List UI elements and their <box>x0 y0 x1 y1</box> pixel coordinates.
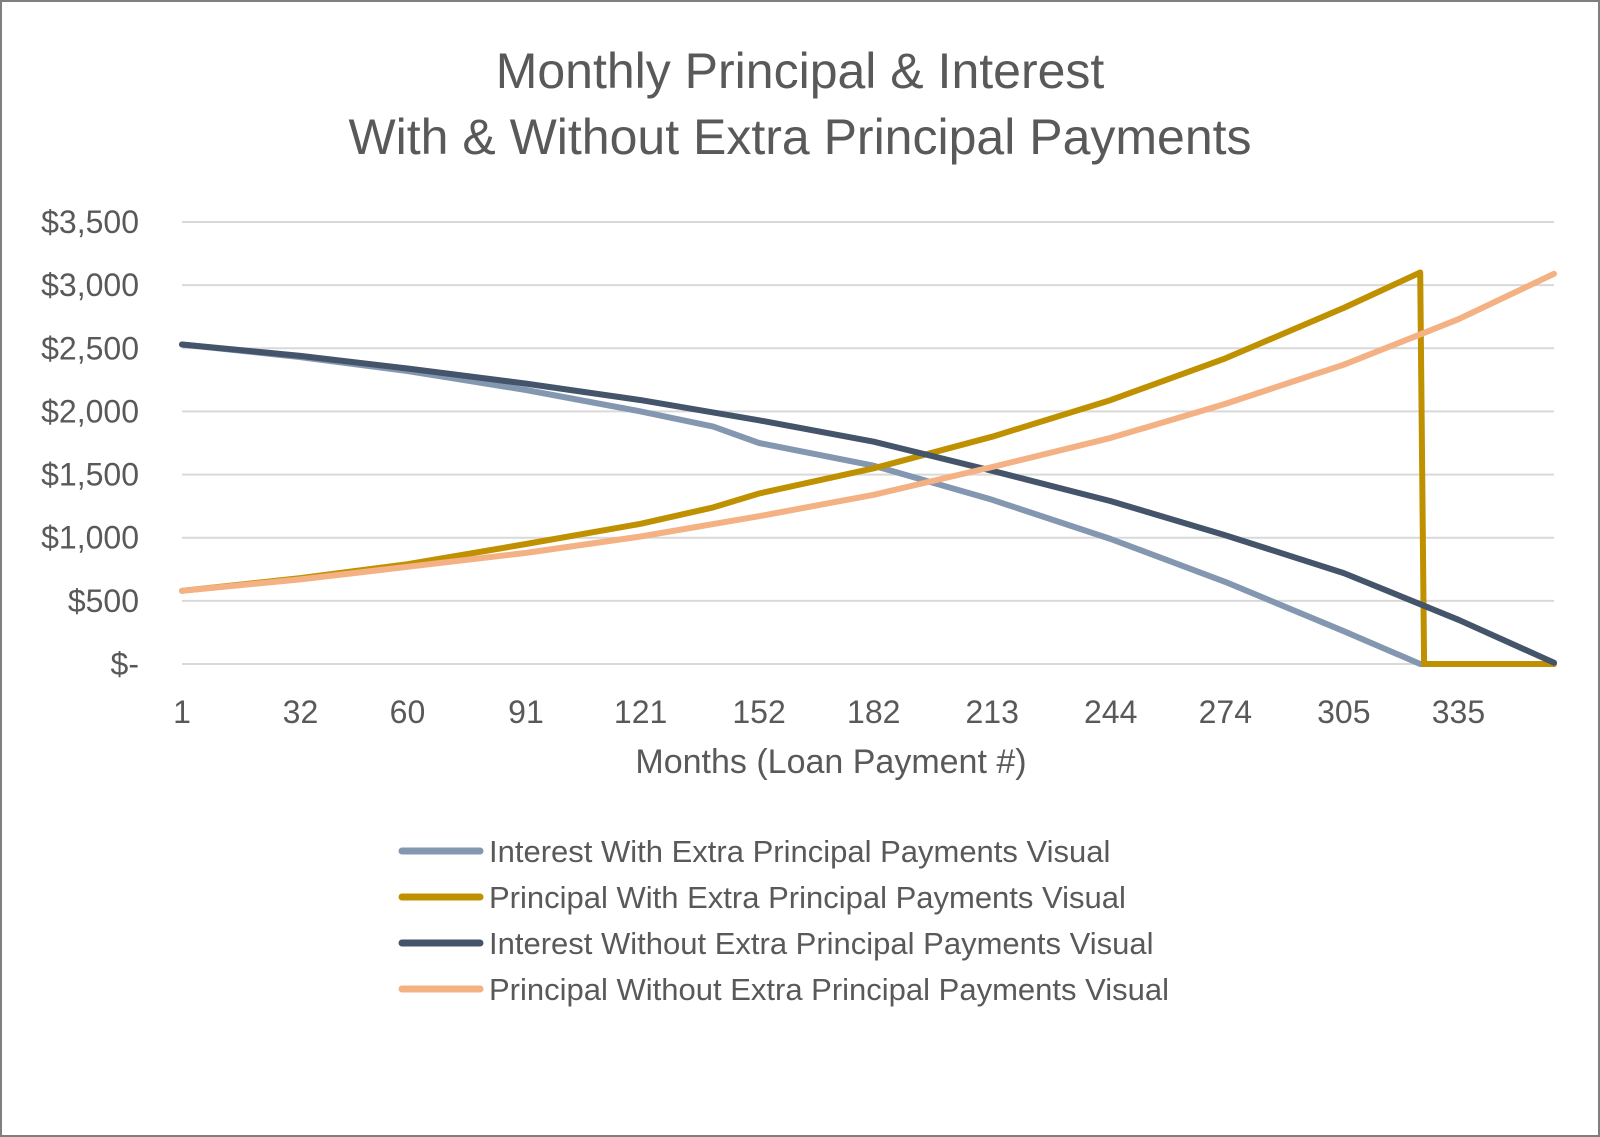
series-line-1 <box>179 341 1557 667</box>
y-tick-label: $2,500 <box>41 330 139 366</box>
y-axis-ticks: $- $500 $1,000 $1,500 $2,000 $2,500 $3,000 $3,5… <box>41 204 139 682</box>
legend-label: Principal With Extra Principal Payments … <box>489 880 1126 915</box>
x-tick-label: 305 <box>1317 694 1370 730</box>
y-tick-label: $2,000 <box>41 393 139 429</box>
legend-label: Interest With Extra Principal Payments V… <box>489 834 1110 869</box>
y-tick-label: $500 <box>68 583 139 619</box>
x-tick-label: 60 <box>390 694 426 730</box>
legend: Interest With Extra Principal Payments V… <box>398 834 1169 1007</box>
x-tick-label: 121 <box>614 694 667 730</box>
y-tick-label: $1,000 <box>41 520 139 556</box>
series-line-4 <box>179 270 1557 594</box>
x-tick-label: 274 <box>1199 694 1252 730</box>
x-tick-label: 213 <box>966 694 1019 730</box>
x-tick-label: 152 <box>732 694 785 730</box>
x-tick-label: 244 <box>1084 694 1137 730</box>
y-tick-label: $3,500 <box>41 204 139 240</box>
legend-label: Interest Without Extra Principal Payment… <box>489 926 1154 961</box>
plot-area <box>179 269 1557 667</box>
x-tick-label: 182 <box>847 694 900 730</box>
chart-title-line-2: With & Without Extra Principal Payments <box>348 109 1251 165</box>
x-tick-label: 32 <box>283 694 319 730</box>
x-tick-label: 1 <box>173 694 191 730</box>
legend-label: Principal Without Extra Principal Paymen… <box>489 972 1169 1007</box>
y-tick-label: $3,000 <box>41 267 139 303</box>
gridlines <box>182 221 1554 665</box>
x-tick-label: 335 <box>1432 694 1485 730</box>
y-tick-label: $1,500 <box>41 457 139 493</box>
series-line-2 <box>179 269 1557 667</box>
series-line-3 <box>179 341 1557 666</box>
y-tick-label: $- <box>111 646 139 682</box>
chart-title-line-1: Monthly Principal & Interest <box>496 43 1105 99</box>
x-axis-title: Months (Loan Payment #) <box>635 743 1026 781</box>
x-axis-ticks: 1 32 60 91 121 152 182 213 244 274 305 335 <box>173 694 1485 730</box>
x-tick-label: 91 <box>508 694 544 730</box>
